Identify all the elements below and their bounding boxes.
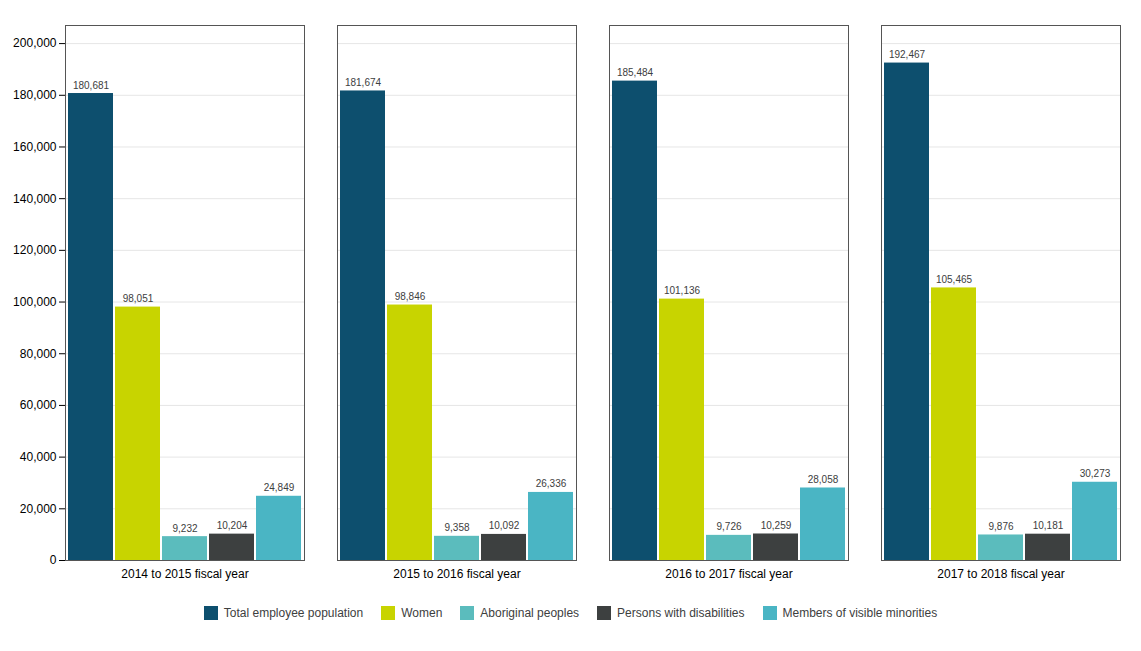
html-text:Women: Women (401, 606, 443, 620)
svg-text:10,181: 10,181 (1033, 520, 1064, 531)
svg-text:192,467: 192,467 (889, 49, 926, 60)
svg-text:181,674: 181,674 (345, 77, 382, 88)
svg-text:10,092: 10,092 (489, 520, 520, 531)
svg-text:28,058: 28,058 (808, 474, 839, 485)
svg-text:180,681: 180,681 (73, 80, 110, 91)
svg-text:100,000: 100,000 (13, 295, 57, 309)
svg-text:185,484: 185,484 (617, 67, 654, 78)
svg-text:9,876: 9,876 (988, 521, 1013, 532)
svg-text:200,000: 200,000 (13, 36, 57, 50)
svg-text:2014 to 2015 fiscal year: 2014 to 2015 fiscal year (121, 567, 248, 581)
svg-text:98,051: 98,051 (123, 293, 154, 304)
svg-text:40,000: 40,000 (20, 450, 57, 464)
svg-text:101,136: 101,136 (664, 285, 701, 296)
html-text:Total employee population: Total employee population (223, 606, 364, 620)
svg-text:2015 to 2016 fiscal year: 2015 to 2016 fiscal year (393, 567, 520, 581)
svg-text:2017 to 2018 fiscal year: 2017 to 2018 fiscal year (937, 567, 1064, 581)
svg-text:160,000: 160,000 (13, 140, 57, 154)
svg-text:140,000: 140,000 (13, 192, 57, 206)
svg-text:9,726: 9,726 (716, 521, 741, 532)
svg-text:24,849: 24,849 (264, 482, 295, 493)
svg-text:0: 0 (50, 553, 57, 567)
html-text:Members of visible minorities: Members of visible minorities (782, 606, 938, 620)
svg-text:105,465: 105,465 (936, 274, 973, 285)
svg-text:120,000: 120,000 (13, 243, 57, 257)
svg-text:30,273: 30,273 (1080, 468, 1111, 479)
svg-text:80,000: 80,000 (20, 347, 57, 361)
svg-text:10,259: 10,259 (761, 520, 792, 531)
svg-text:20,000: 20,000 (20, 502, 57, 516)
svg-text:9,232: 9,232 (172, 523, 197, 534)
svg-text:26,336: 26,336 (536, 478, 567, 489)
svg-text:98,846: 98,846 (395, 291, 426, 302)
html-text:Persons with disabilities: Persons with disabilities (617, 606, 745, 620)
svg-text:60,000: 60,000 (20, 398, 57, 412)
svg-text:2016 to 2017 fiscal year: 2016 to 2017 fiscal year (665, 567, 792, 581)
html-text:Aboriginal peoples: Aboriginal peoples (480, 606, 580, 620)
svg-text:180,000: 180,000 (13, 88, 57, 102)
svg-text:10,204: 10,204 (217, 520, 248, 531)
svg-text:9,358: 9,358 (444, 522, 469, 533)
